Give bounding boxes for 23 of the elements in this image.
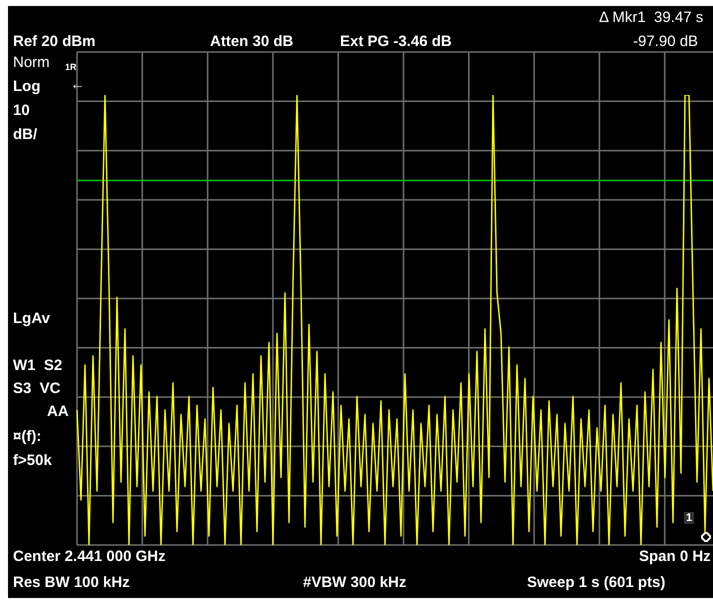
text: Span 0 Hz — [639, 548, 711, 565]
text: S3 VC — [13, 380, 61, 397]
text: Ref 20 dBm — [13, 33, 96, 50]
text: ¤(f): — [13, 428, 42, 445]
text: Δ Mkr1 39.47 s — [599, 9, 704, 26]
text: Res BW 100 kHz — [13, 574, 130, 591]
text: Sweep 1 s (601 pts) — [527, 574, 666, 591]
text: -97.90 dB — [633, 33, 698, 50]
text: Ext PG -3.46 dB — [340, 33, 452, 50]
text: 1R — [65, 62, 77, 72]
text: LgAv — [13, 310, 50, 327]
text: W1 S2 — [13, 357, 62, 374]
text: 10 — [13, 102, 30, 119]
annotation: 1 — [684, 512, 694, 524]
text: Norm — [13, 54, 50, 71]
text: #VBW 300 kHz — [303, 574, 406, 591]
text: AA — [47, 403, 69, 420]
text: Log — [13, 78, 40, 95]
text: dB/ — [13, 126, 38, 143]
text: ← — [70, 76, 85, 93]
text: f>50k — [13, 452, 52, 469]
text: Atten 30 dB — [210, 33, 294, 50]
text: Center 2.441 000 GHz — [13, 548, 166, 565]
